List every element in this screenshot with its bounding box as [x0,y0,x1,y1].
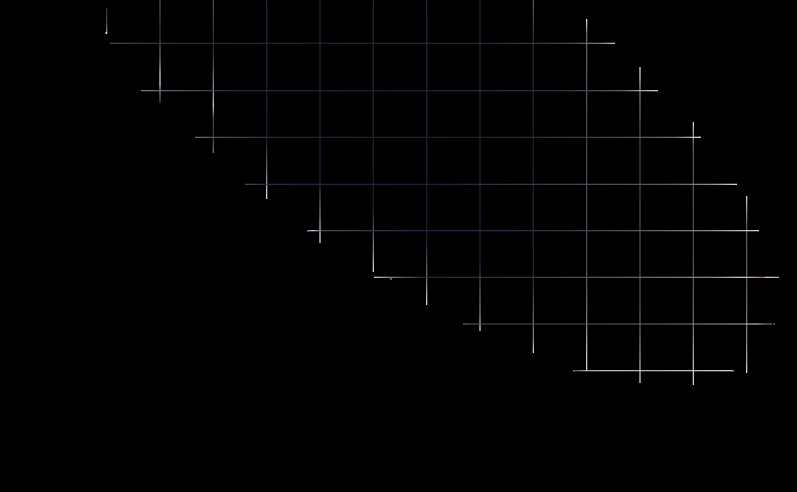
noise-dot [159,87,161,89]
noise-dot [105,32,107,34]
noise-dot [732,370,734,372]
noise-dot [307,230,309,232]
noise-dot [773,323,775,325]
noise-dot [699,136,701,138]
noise-dot [573,370,575,372]
noise-dot [390,278,392,280]
